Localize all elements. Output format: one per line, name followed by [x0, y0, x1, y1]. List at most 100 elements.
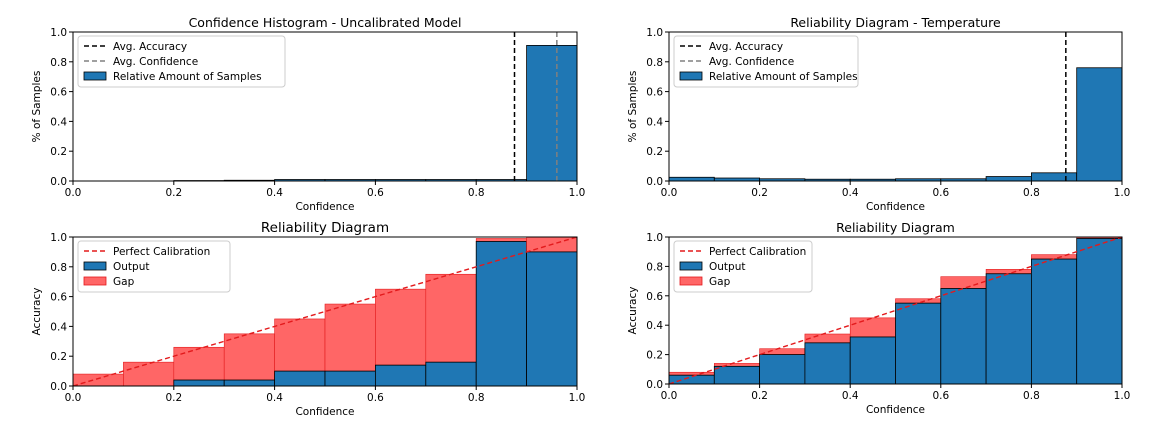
- legend-handle-samples: [679, 71, 703, 81]
- y-tick-label-5: 1.0: [646, 27, 663, 39]
- output-bar-6: [324, 370, 376, 387]
- y-tick-label-4: 0.8: [646, 261, 663, 273]
- y-tick-label-1: 0.2: [50, 146, 67, 158]
- output-bar-10: [1076, 238, 1123, 385]
- legend-handle-output: [83, 261, 107, 271]
- gap-bar-8: [425, 273, 477, 363]
- legend-box: [77, 35, 286, 88]
- chart-panel-3: 0.0 0.2 0.4 0.6 0.8 1.0 0.0 0.2 0.4 0.6 0.8 1.0 Reli…: [31, 220, 585, 418]
- y-tick-label-2: 0.4: [646, 320, 663, 332]
- x-tick-label-2: 0.4: [266, 187, 283, 199]
- legend-box: [673, 240, 813, 293]
- y-tick-label-3: 0.6: [50, 292, 67, 304]
- x-tick-label-3: 0.6: [367, 187, 384, 199]
- x-tick-label-0: 0.0: [661, 187, 678, 199]
- output-bar-10: [526, 251, 578, 387]
- chart-title: Reliability Diagram - Temperature: [790, 15, 1001, 30]
- legend-handle-gap: [83, 276, 107, 286]
- y-tick-label-3: 0.6: [50, 87, 67, 99]
- x-tick-label-0: 0.0: [65, 392, 82, 404]
- output-bar-7: [374, 364, 427, 387]
- legend-entry-1: Perfect Calibration: [709, 246, 806, 258]
- perfect-calibration-line: [668, 236, 1123, 385]
- output-bar-5: [849, 336, 896, 385]
- x-tick-label-0: 0.0: [661, 390, 678, 402]
- legend-entry-1: Avg. Accuracy: [709, 41, 783, 53]
- x-tick-label-2: 0.4: [842, 187, 859, 199]
- legend-handle-gap: [679, 276, 703, 286]
- y-axis-label: % of Samples: [627, 71, 639, 143]
- legend-handle-output: [679, 261, 703, 271]
- gap-bar-1: [72, 373, 124, 387]
- gap-bar-6: [895, 298, 942, 304]
- output-bar-9: [1031, 258, 1078, 385]
- x-axis-label: Confidence: [295, 406, 354, 418]
- x-tick-label-2: 0.4: [266, 392, 283, 404]
- histogram-bar-9: [1031, 172, 1078, 182]
- output-bar-3: [759, 354, 806, 385]
- legend-entry-2: Output: [113, 261, 149, 273]
- histogram-bar-8: [985, 176, 1032, 182]
- x-tick-label-1: 0.2: [165, 392, 182, 404]
- x-tick-label-4: 0.8: [468, 392, 485, 404]
- gap-bar-5: [849, 317, 896, 338]
- gap-bar-5: [274, 318, 326, 372]
- y-tick-label-0: 0.0: [50, 176, 67, 188]
- gap-bar-3: [759, 348, 806, 355]
- legend-handle-samples: [83, 71, 107, 81]
- legend-entry-3: Gap: [113, 276, 135, 288]
- gap-bar-7: [940, 276, 987, 289]
- y-tick-label-1: 0.2: [646, 350, 663, 362]
- output-bar-2: [713, 365, 760, 385]
- y-tick-label-4: 0.8: [50, 57, 67, 69]
- axes-frame: [668, 31, 1123, 182]
- x-axis-label: Confidence: [866, 201, 925, 213]
- x-tick-label-0: 0.0: [65, 187, 82, 199]
- y-tick-label-2: 0.4: [50, 321, 67, 333]
- legend-entry-2: Avg. Confidence: [113, 56, 198, 68]
- x-tick-label-1: 0.2: [165, 187, 182, 199]
- histogram-bar-1: [668, 176, 715, 182]
- x-tick-label-5: 1.0: [569, 187, 586, 199]
- gap-bar-3: [173, 346, 225, 381]
- output-bar-3: [173, 379, 225, 387]
- output-bar-1: [668, 374, 715, 385]
- y-axis-label: Accuracy: [31, 288, 43, 336]
- y-tick-label-2: 0.4: [50, 116, 67, 128]
- y-tick-label-4: 0.8: [646, 57, 663, 69]
- y-tick-label-4: 0.8: [50, 262, 67, 274]
- legend-entry-3: Relative Amount of Samples: [709, 71, 858, 83]
- x-tick-label-3: 0.6: [932, 187, 949, 199]
- y-tick-label-5: 1.0: [50, 27, 67, 39]
- x-tick-label-5: 1.0: [569, 392, 586, 404]
- output-bar-8: [425, 361, 477, 387]
- gap-bar-2: [123, 361, 175, 387]
- gap-bar-9: [1031, 254, 1078, 260]
- x-tick-label-4: 0.8: [1023, 390, 1040, 402]
- output-bar-6: [895, 302, 942, 385]
- y-tick-label-5: 1.0: [646, 232, 663, 244]
- x-tick-label-3: 0.6: [367, 392, 384, 404]
- x-tick-label-1: 0.2: [751, 187, 768, 199]
- chart-title: Reliability Diagram: [836, 220, 955, 235]
- output-bar-8: [985, 273, 1032, 385]
- legend-entry-1: Perfect Calibration: [113, 246, 210, 258]
- gap-bar-2: [713, 363, 760, 367]
- gap-bar-4: [804, 333, 851, 344]
- x-tick-label-5: 1.0: [1114, 390, 1131, 402]
- histogram-bar-10: [526, 45, 578, 182]
- legend-box: [77, 240, 231, 293]
- x-tick-label-5: 1.0: [1114, 187, 1131, 199]
- gap-bar-8: [985, 269, 1032, 275]
- x-tick-label-4: 0.8: [468, 187, 485, 199]
- y-tick-label-3: 0.6: [646, 291, 663, 303]
- y-tick-label-1: 0.2: [50, 351, 67, 363]
- axes-frame: [668, 236, 1123, 385]
- axes-frame: [72, 236, 578, 387]
- y-tick-label-0: 0.0: [646, 379, 663, 391]
- histogram-bar-10: [1076, 67, 1123, 182]
- chart-panel-4: 0.0 0.2 0.4 0.6 0.8 1.0 0.0 0.2 0.4 0.6 0.8 1.0 Reli…: [627, 220, 1130, 416]
- gap-bar-9: [475, 238, 527, 242]
- axes-frame: [72, 31, 578, 182]
